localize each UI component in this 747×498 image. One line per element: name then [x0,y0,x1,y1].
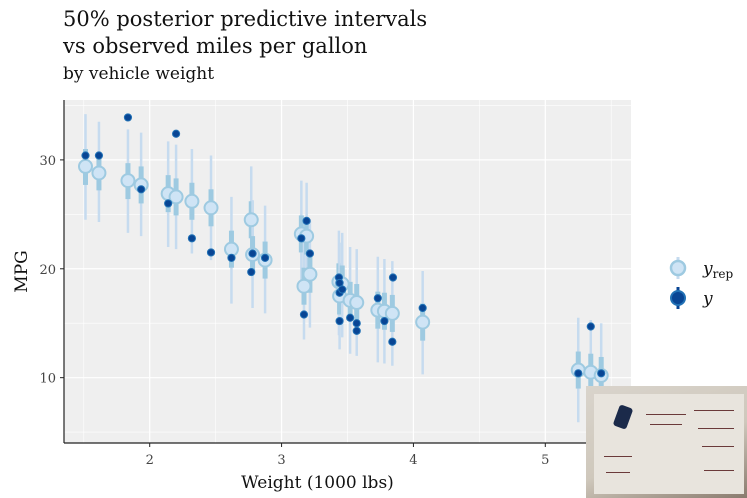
chart-title: 50% posterior predictive intervals vs ob… [63,6,427,60]
y-observed-point [248,249,257,258]
whiteboard [594,394,744,494]
x-tick-label: 5 [541,453,549,468]
legend: yrep y [669,257,733,309]
plot-panel [64,100,631,443]
marker-icon [612,404,634,430]
y-observed-point [187,234,197,243]
yrep-median-point [120,173,136,189]
y-observed-point [352,326,361,335]
yrep-median-point [243,212,259,228]
chart-title-line-2: vs observed miles per gallon [63,34,368,58]
y-tick-label: 20 [39,263,56,278]
scribble [698,428,734,429]
y-observed-point [171,129,181,138]
y-observed-point [388,273,398,282]
legend-yrep-swatch [669,259,687,277]
yrep-median-point [223,241,239,257]
y-observed-point [123,113,133,122]
y-observed-point [338,285,347,294]
y-tick-label: 30 [39,154,56,169]
scribble [704,470,734,471]
scribble [694,410,734,411]
legend-label: y [702,289,713,309]
y-tick-label: 10 [39,372,56,387]
y-observed-point [227,253,236,262]
y-observed-point [247,267,256,277]
chart-title-line-1: 50% posterior predictive intervals [63,7,428,31]
y-observed-point [302,216,311,225]
yrep-median-point [168,189,184,205]
y-observed-point [94,151,104,160]
chart-subtitle: by vehicle weight [63,64,215,84]
plot-marks [77,113,609,428]
y-observed-point [305,249,315,258]
y-observed-point [206,248,216,257]
yrep-median-point [349,295,365,311]
y-observed-point [373,294,382,303]
y-observed-point [137,185,146,194]
legend-y-swatch [670,290,686,306]
y-observed-point [574,369,583,378]
legend-label: yrep [702,259,733,281]
y-observed-point [260,253,270,262]
yrep-median-point [77,158,93,174]
scribble [646,414,686,415]
x-tick-label: 2 [146,453,154,468]
y-observed-point [299,310,309,319]
y-observed-point [388,337,397,346]
yrep-median-point [302,266,318,282]
y-observed-point [418,303,427,313]
plot-axes: 2 3 4 5 10 20 30 Weight (1000 lbs) MPG [12,100,631,493]
y-observed-point [586,322,595,331]
y-observed-point [81,151,90,160]
y-observed-point [335,316,344,326]
y-observed-point [597,369,606,378]
yrep-median-point [184,193,200,209]
yrep-median-point [384,305,400,321]
x-tick-label: 3 [277,453,285,468]
yrep-median-point [91,165,107,181]
scribble [702,446,734,447]
y-observed-point [346,313,355,322]
y-axis-label: MPG [12,250,32,292]
webcam-overlay [586,386,747,498]
scribble [650,424,682,425]
scribble [604,456,632,457]
y-observed-point [352,319,361,328]
x-tick-label: 4 [409,453,417,468]
x-axis-label: Weight (1000 lbs) [241,473,394,493]
yrep-median-point [296,278,312,294]
y-observed-point [380,316,389,326]
y-observed-point [297,234,306,243]
yrep-median-point [415,314,431,330]
scribble [606,472,630,473]
y-observed-point [164,199,173,208]
yrep-median-point [203,200,219,216]
